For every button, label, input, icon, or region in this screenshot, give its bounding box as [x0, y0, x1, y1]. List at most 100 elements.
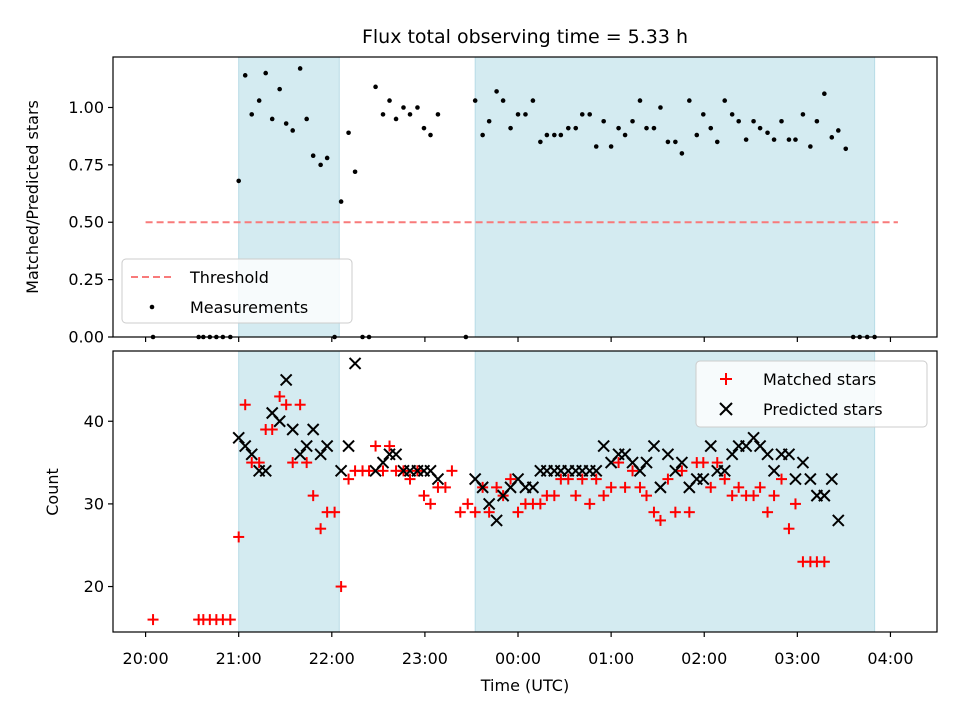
predicted-star-point [348, 357, 362, 370]
predicted-star-point [654, 481, 667, 494]
predicted-star-point [590, 464, 603, 478]
measurement-point [480, 132, 485, 138]
measurement-point [523, 112, 528, 117]
bottom-y-axis-label: Count [43, 468, 62, 516]
predicted-star-stroke [590, 464, 603, 478]
matched-star-point [370, 440, 382, 452]
predicted-star-stroke [273, 415, 286, 428]
bottom-panel: 20 30 40 20:00 21:00 22:00 23:00 00:00 01:00 02:… [43, 350, 938, 695]
predicted-star-stroke [389, 448, 403, 461]
matched-star-point [711, 457, 723, 469]
matched-star-point [424, 498, 436, 510]
predicted-star-point [647, 439, 661, 453]
predicted-star-point [832, 514, 845, 527]
predicted-star-point [725, 448, 739, 461]
matched-star-point [329, 506, 341, 518]
predicted-star-stroke [468, 472, 482, 486]
predicted-star-stroke [232, 431, 245, 444]
matched-star-point [307, 490, 319, 502]
bottom-legend-box [695, 360, 928, 428]
measurement-point [500, 98, 506, 103]
predicted-star-point [320, 439, 334, 453]
matched-star-point [748, 490, 760, 502]
matched-star-point [590, 473, 602, 485]
predicted-star-point [376, 456, 390, 469]
predicted-star-point [767, 464, 781, 478]
predicted-star-point [342, 439, 355, 453]
predicted-star-stroke [767, 464, 781, 478]
y-tick-label: 0.00 [68, 328, 104, 347]
x-tick-label: 02:00 [681, 649, 727, 668]
matched-star-point [404, 473, 416, 485]
matched-star-point [726, 490, 738, 502]
predicted-star-stroke [482, 497, 496, 511]
top-y-ticks: 0.00 0.25 0.50 0.75 1.00 [68, 98, 113, 347]
matched-star-point [335, 581, 347, 593]
measurement-point [508, 125, 513, 131]
predicted-star-stroke [279, 373, 293, 387]
predicted-star-stroke [490, 514, 503, 527]
measurement-point [338, 199, 344, 204]
matched-star-point [762, 506, 774, 518]
matched-star-point [598, 490, 610, 502]
predicted-star-point [825, 472, 838, 486]
predicted-star-stroke [286, 423, 299, 436]
predicted-star-point [789, 472, 802, 486]
measurement-point [829, 135, 835, 140]
measurement-point [310, 153, 316, 158]
predicted-star-point [675, 456, 689, 469]
measurement-point [415, 105, 420, 110]
matched-star-point [462, 498, 474, 510]
measurement-point [472, 98, 478, 103]
measurement-point [593, 144, 599, 149]
measurement-point [786, 137, 792, 142]
measurement-point [401, 105, 406, 110]
y-tick-label: 40 [84, 412, 104, 431]
measurement-point [665, 139, 671, 145]
matched-star-point [783, 523, 795, 535]
measurement-point [736, 118, 741, 124]
measurement-point [249, 112, 255, 117]
matched-star-point [562, 473, 574, 485]
predicted-star-point [669, 464, 682, 478]
top-x-ticks [144, 337, 892, 342]
measurement-point [793, 137, 798, 142]
shaded-interval [238, 351, 340, 632]
predicted-star-stroke [320, 439, 334, 453]
predicted-star-stroke [245, 448, 258, 461]
measurement-point [387, 98, 392, 103]
measurements-legend-marker [149, 304, 155, 310]
predicted-star-stroke [718, 464, 731, 478]
matched-star-point [654, 514, 666, 526]
matched-star-point [548, 490, 560, 502]
measurement-point [269, 116, 275, 122]
predicted-star-point [431, 472, 445, 486]
predicted-star-point [279, 373, 293, 387]
predicted-star-stroke [306, 423, 320, 436]
predicted-star-stroke [424, 464, 437, 478]
matched-star-point [733, 481, 745, 493]
measurement-point [297, 66, 303, 71]
predicted-star-stroke [626, 456, 639, 469]
measurement-point [428, 132, 433, 138]
predicted-star-point [597, 439, 610, 453]
matched-star-point [274, 390, 286, 402]
predicted-star-point [232, 431, 245, 444]
matched-star-point [676, 465, 688, 477]
predicted-star-point [640, 456, 653, 469]
measurement-point [290, 128, 295, 133]
measurement-point [601, 118, 606, 124]
x-tick-label: 00:00 [495, 649, 541, 668]
y-tick-label: 0.25 [68, 270, 104, 289]
matched-star-point [469, 506, 481, 518]
predicted-star-point [482, 497, 496, 511]
measurement-point [263, 70, 268, 76]
matched-star-point [224, 614, 236, 626]
measurement-point [687, 98, 692, 103]
measurement-point [486, 118, 492, 124]
measurement-point [814, 118, 820, 124]
predicted-star-point [273, 415, 286, 428]
threshold-legend-label: Threshold [189, 268, 269, 287]
measurement-point [673, 139, 678, 145]
predicted-star-stroke [789, 472, 802, 486]
